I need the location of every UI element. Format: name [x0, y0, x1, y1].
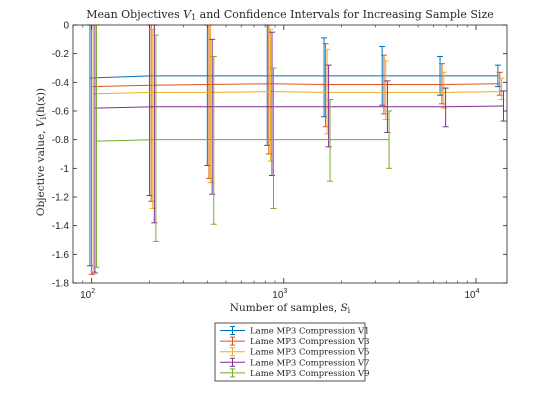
x-axis-label: Number of samples, Si [230, 302, 351, 315]
y-tick-label: -1.4 [52, 221, 70, 232]
legend-entry: Lame MP3 Compression V9 [220, 368, 370, 379]
legend-entry: Lame MP3 Compression V3 [220, 336, 370, 347]
y-tick-label: -1.6 [52, 250, 70, 261]
series-3 [90, 24, 505, 273]
series-4 [91, 24, 507, 274]
x-tick-label: 103 [272, 288, 287, 301]
legend-entry: Lame MP3 Compression V5 [220, 347, 370, 358]
series-line [96, 139, 390, 142]
series-line [91, 83, 500, 88]
y-tick-label: -0.2 [52, 49, 70, 60]
plot-area [86, 24, 507, 275]
chart-title: Mean Objectives V1 and Confidence Interv… [86, 8, 494, 22]
x-tick-label: 104 [464, 288, 479, 301]
legend-label: Lame MP3 Compression V3 [250, 337, 370, 347]
axes: 0 -0.2 -0.4 -0.6 -0.8 -1 -1.2 -1.4 -1.6 -1.8 102 10… [52, 21, 508, 301]
series-line [94, 105, 504, 109]
y-tick-label: -1 [60, 164, 69, 175]
y-tick-label: -0.4 [52, 78, 70, 89]
series-line [93, 91, 502, 95]
legend-label: Lame MP3 Compression V7 [250, 358, 370, 368]
series-1 [86, 24, 501, 267]
series-5 [93, 24, 393, 268]
legend-label: Lame MP3 Compression V5 [250, 348, 370, 358]
y-tick-label: -1.2 [52, 193, 70, 204]
legend-label: Lame MP3 Compression V9 [250, 369, 370, 379]
y-tick-label: -0.8 [52, 135, 70, 146]
series-2 [88, 24, 503, 275]
legend-entry: Lame MP3 Compression V7 [220, 357, 370, 368]
y-axis-label: Objective value, Vi(h(x)) [35, 88, 48, 216]
series-line [89, 75, 498, 79]
y-tick-label: 0 [63, 21, 69, 32]
y-tick-label: -0.6 [52, 107, 70, 118]
axes-frame [72, 24, 508, 284]
y-tick-label: -1.8 [52, 279, 70, 290]
legend-entry: Lame MP3 Compression V1 [220, 326, 370, 337]
legend-label: Lame MP3 Compression V1 [250, 327, 370, 337]
x-tick-label: 102 [80, 288, 95, 301]
